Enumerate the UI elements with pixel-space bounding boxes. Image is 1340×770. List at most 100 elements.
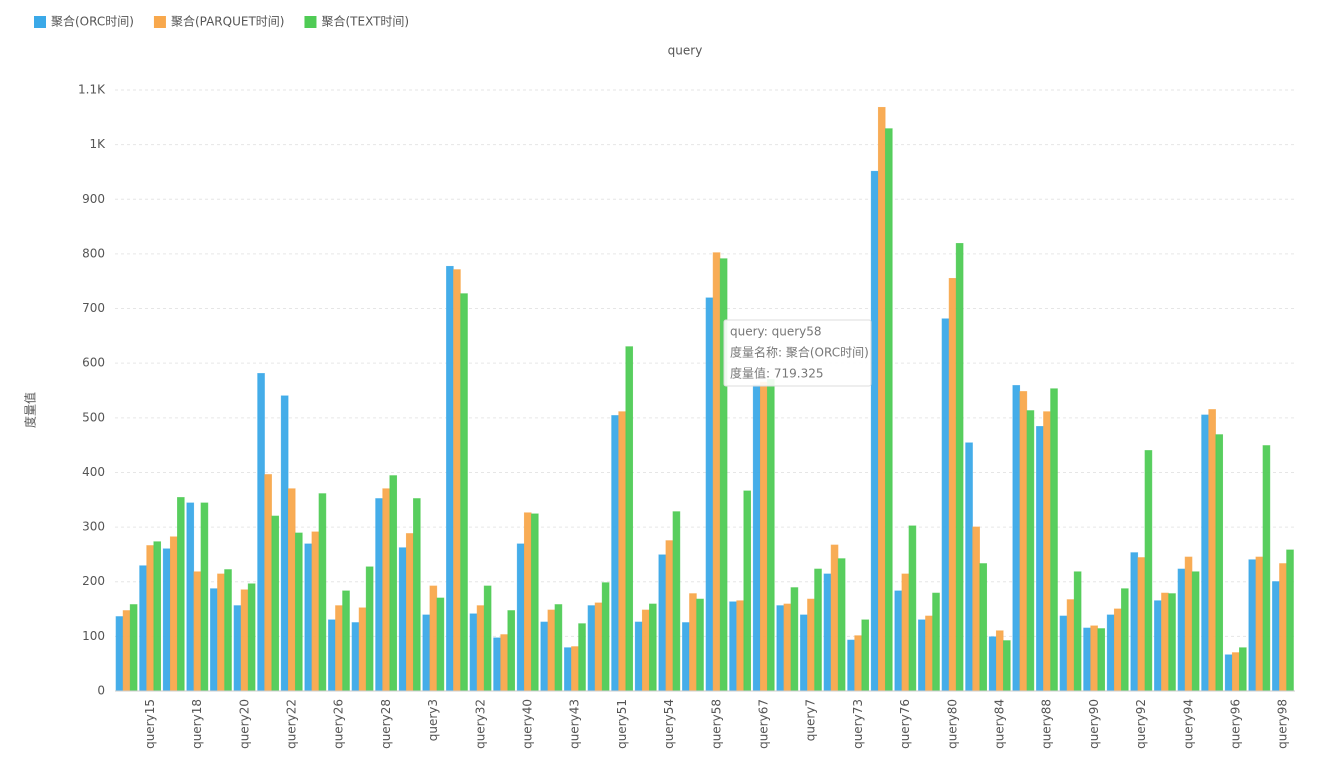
chart-title: query — [668, 44, 703, 58]
bar — [658, 554, 667, 692]
tooltip-line: query: query58 — [730, 325, 822, 339]
x-tick-label: query15 — [143, 699, 157, 749]
legend-label: 聚合(TEXT时间) — [321, 14, 409, 29]
bar — [885, 128, 893, 692]
bar — [1083, 627, 1091, 692]
bar — [823, 573, 832, 692]
bar — [389, 475, 398, 692]
bar — [571, 646, 579, 692]
bar — [328, 619, 336, 692]
bar — [830, 544, 839, 692]
bar — [1255, 556, 1264, 692]
bar — [1184, 556, 1193, 692]
bar — [429, 585, 438, 692]
bar — [1113, 608, 1122, 692]
bar — [193, 571, 202, 692]
bar — [776, 605, 785, 692]
x-tick-label: query3 — [426, 699, 440, 741]
x-tick-label: query84 — [993, 699, 1007, 749]
bar — [1073, 571, 1082, 692]
tooltip-line: 度量名称: 聚合(ORC时间) — [730, 345, 869, 360]
bar — [264, 474, 272, 692]
bar — [1161, 592, 1169, 692]
bar — [476, 605, 485, 692]
x-tick-label: query90 — [1087, 699, 1101, 749]
y-tick-label: 1.1K — [78, 83, 106, 97]
bar — [979, 563, 988, 692]
bar — [941, 318, 950, 692]
legend-swatch — [34, 16, 46, 28]
bar — [210, 588, 218, 692]
bar — [587, 605, 596, 692]
bar — [1036, 426, 1044, 692]
bar — [304, 543, 313, 692]
bar — [1239, 647, 1247, 692]
x-tick-label: query18 — [190, 699, 204, 749]
bar — [932, 592, 940, 692]
x-tick-label: query43 — [568, 699, 582, 749]
bar — [1191, 571, 1200, 692]
bar — [672, 511, 681, 692]
y-tick-label: 0 — [97, 684, 105, 698]
bar — [436, 597, 445, 692]
bar — [318, 493, 327, 692]
bar — [877, 106, 886, 692]
bar — [814, 568, 822, 692]
bar — [712, 252, 721, 692]
y-tick-label: 100 — [82, 629, 105, 643]
bar — [618, 411, 626, 692]
bar — [217, 573, 225, 692]
bar — [1043, 411, 1051, 692]
tooltip-box — [723, 319, 872, 387]
bar — [649, 603, 657, 692]
bar — [837, 558, 846, 692]
x-tick-label: query73 — [851, 699, 865, 749]
x-tick-label: query67 — [757, 699, 771, 749]
bar — [295, 532, 303, 692]
bar — [641, 609, 650, 692]
bar — [398, 547, 407, 692]
bar — [564, 647, 572, 692]
bar — [500, 634, 508, 692]
bar — [122, 610, 131, 692]
bar — [918, 619, 926, 692]
y-tick-label: 300 — [82, 520, 105, 534]
bar — [169, 536, 178, 692]
bar — [375, 498, 383, 692]
bar — [1066, 599, 1075, 692]
bar — [1137, 557, 1146, 692]
x-tick-label: query92 — [1134, 699, 1148, 749]
bar — [469, 613, 478, 692]
y-tick-label: 400 — [82, 465, 105, 479]
bar — [1106, 614, 1115, 692]
bar — [413, 498, 421, 692]
bar — [129, 604, 138, 692]
y-tick-label: 1K — [89, 137, 106, 151]
bar — [1262, 445, 1271, 692]
bar — [601, 582, 610, 692]
bar — [516, 543, 525, 692]
bar — [807, 598, 815, 692]
bar — [1248, 559, 1257, 692]
bar — [901, 573, 910, 692]
y-tick-label: 800 — [82, 246, 105, 260]
x-tick-label: query32 — [473, 699, 487, 749]
bar — [1019, 391, 1028, 692]
bar — [1177, 568, 1186, 692]
bar — [948, 277, 957, 692]
bar — [1097, 628, 1106, 692]
bar — [736, 600, 744, 692]
bar — [870, 170, 879, 692]
bar — [1208, 409, 1216, 692]
bar — [342, 590, 350, 692]
bar — [453, 269, 461, 692]
bar — [995, 630, 1004, 692]
bar — [382, 488, 390, 692]
bar — [351, 622, 360, 692]
bar — [554, 604, 563, 692]
legend-label: 聚合(PARQUET时间) — [171, 14, 285, 29]
bar — [594, 602, 603, 692]
bar — [955, 243, 964, 692]
y-tick-label: 900 — [82, 192, 105, 206]
bar — [483, 585, 492, 692]
